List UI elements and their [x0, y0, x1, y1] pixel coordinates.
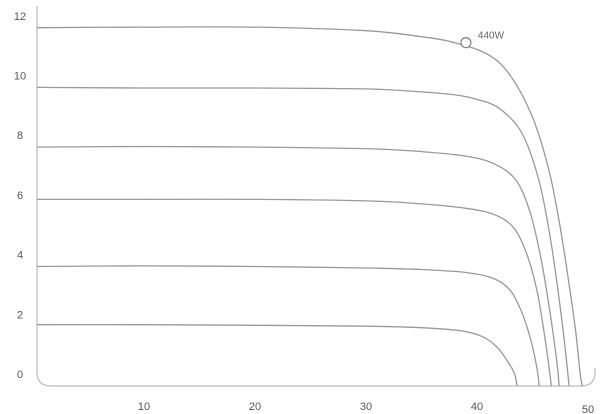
- x-tick-label: 40: [471, 401, 483, 413]
- y-tick-label: 2: [17, 309, 23, 321]
- y-tick-label: 6: [17, 190, 23, 202]
- x-tick-label: 20: [249, 401, 261, 413]
- series-line-6: [36, 324, 518, 387]
- series-line-3: [36, 145, 560, 386]
- mpp-label: 440W: [478, 31, 505, 42]
- series-line-2: [36, 86, 570, 386]
- y-tick-label: 10: [14, 71, 26, 83]
- series-line-5: [36, 265, 540, 386]
- ticks-layer: 0 2 4 6 8 10 12 10 20 30 40 50: [14, 11, 594, 414]
- mpp-marker: [460, 37, 472, 49]
- x-tick-label: 10: [138, 401, 150, 413]
- series-line-4: [37, 198, 553, 386]
- axis-frame: [36, 6, 596, 387]
- series-layer: [36, 26, 584, 387]
- y-tick-label: 8: [17, 130, 23, 142]
- series-line-1: [36, 26, 584, 387]
- annotation-layer: 440W: [460, 31, 505, 49]
- y-tick-label: 12: [14, 11, 26, 23]
- y-tick-label: 0: [17, 369, 23, 381]
- axes: [36, 6, 596, 387]
- y-tick-label: 4: [17, 250, 23, 262]
- x-tick-label: 30: [360, 401, 372, 413]
- x-tick-label: 50: [582, 404, 594, 414]
